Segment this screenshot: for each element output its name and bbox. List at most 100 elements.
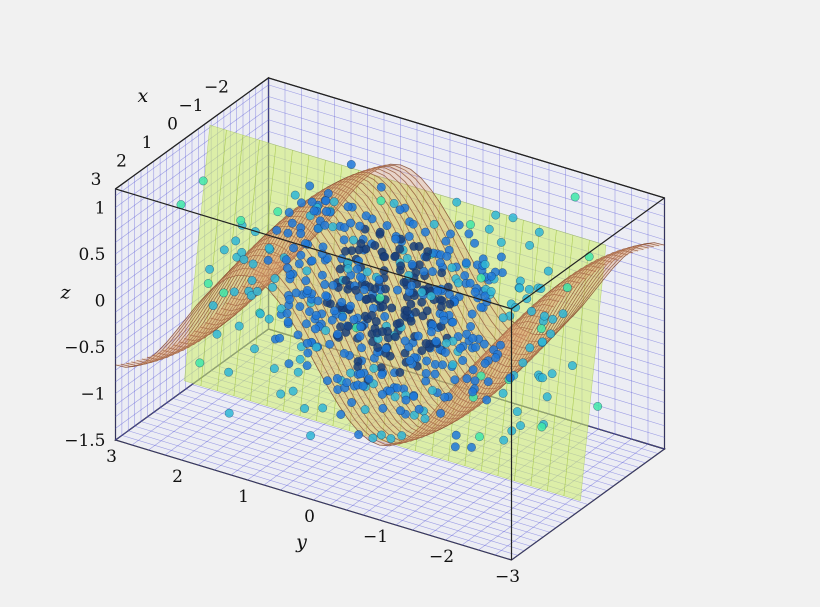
scatter-point: [584, 252, 594, 262]
scatter-point: [421, 369, 431, 378]
scatter-point: [498, 313, 508, 323]
scatter-point: [512, 407, 522, 416]
scatter-point: [338, 312, 347, 322]
scatter-point: [563, 283, 572, 292]
scatter-point: [283, 317, 293, 327]
surface-strip: [491, 242, 655, 355]
surface-strip: [359, 321, 523, 441]
scatter-point: [375, 293, 385, 303]
x-tick-label: 3: [91, 170, 102, 190]
scatter-point: [318, 270, 327, 280]
surface-strip: [166, 219, 330, 343]
scatter-point: [283, 228, 293, 238]
y-tick-label: −2: [429, 547, 454, 567]
y-tick-label: 3: [106, 447, 117, 467]
scatter-point: [442, 251, 452, 261]
surface-strip: [176, 206, 340, 331]
surface-strip: [267, 177, 431, 301]
x-tick-label: 1: [142, 133, 153, 153]
surface-strip: [450, 267, 614, 391]
scatter-point: [349, 315, 359, 324]
surface-mesh-line: [263, 164, 660, 342]
z-tick-label: −0.5: [64, 338, 105, 358]
scatter-point: [422, 356, 431, 366]
scatter-point: [511, 303, 520, 312]
grid-line: [268, 107, 665, 229]
scatter-point: [518, 358, 528, 368]
scatter-point: [287, 218, 297, 228]
scatter-point: [290, 190, 300, 200]
surface-strip: [349, 309, 513, 433]
scatter-point: [376, 196, 386, 206]
scatter-point: [231, 236, 241, 246]
scatter-point: [450, 442, 460, 452]
scatter-point: [272, 226, 282, 235]
scatter-point: [276, 389, 286, 399]
scatter-point: [219, 288, 229, 298]
scatter-point: [335, 264, 345, 274]
scatter-point: [417, 297, 427, 307]
scatter-point: [305, 307, 314, 316]
scatter-point: [310, 324, 320, 334]
scatter-point: [264, 243, 274, 253]
scatter-point: [282, 309, 292, 318]
scatter-point: [480, 291, 490, 301]
grid-line: [478, 438, 632, 551]
scatter-point: [360, 405, 370, 414]
scatter-point: [356, 239, 366, 248]
scatter-point: [428, 267, 437, 276]
scatter-point: [337, 297, 347, 307]
scatter-point: [548, 314, 558, 324]
scatter-point: [400, 336, 410, 346]
scatter-point: [480, 260, 490, 269]
scatter-point: [296, 250, 306, 260]
scatter-point: [381, 344, 391, 353]
scatter-point: [438, 360, 447, 370]
scatter-point: [301, 276, 311, 286]
grid-line: [494, 443, 649, 556]
scatter-point: [339, 349, 349, 358]
scatter-point: [454, 220, 464, 230]
surface-strip: [227, 164, 391, 279]
scatter-point: [285, 295, 294, 304]
scatter-point: [212, 329, 222, 339]
y-axis-label: y: [295, 531, 307, 553]
scatter-point: [205, 264, 214, 274]
scatter-point: [351, 285, 361, 295]
surface-mesh-line: [178, 206, 575, 423]
x-tick-label: −1: [178, 96, 203, 116]
y-tick-label: 2: [172, 467, 183, 487]
scatter-point: [270, 274, 280, 283]
scatter-point: [483, 377, 493, 387]
scatter-point: [440, 392, 449, 402]
scatter-point: [420, 414, 430, 424]
scatter-point: [484, 224, 494, 234]
scatter-point: [505, 373, 515, 383]
scatter-point: [525, 241, 534, 250]
scatter-point: [270, 364, 279, 373]
scatter-point: [396, 261, 406, 271]
scatter-point: [323, 376, 332, 386]
scatter-point: [417, 346, 427, 356]
scatter-point: [454, 278, 463, 288]
surface-strip: [338, 294, 502, 421]
scatter-point: [268, 282, 277, 292]
surface-strip: [247, 164, 411, 281]
scatter-point: [437, 302, 446, 312]
scatter-point: [342, 378, 352, 387]
scatter-point: [558, 309, 568, 319]
scatter-point: [321, 326, 331, 335]
scatter-point: [480, 359, 490, 368]
scatter-point: [340, 223, 349, 232]
scatter-point: [407, 260, 417, 269]
front-box-edges: [115, 77, 665, 560]
scatter-point: [446, 229, 455, 239]
scatter-point: [380, 312, 390, 321]
scatter-point: [302, 266, 312, 276]
scatter-point: [409, 392, 419, 401]
scatter-point: [437, 268, 447, 278]
scatter-point: [302, 319, 311, 329]
scatter-point: [307, 256, 317, 266]
box-edge: [115, 77, 269, 190]
